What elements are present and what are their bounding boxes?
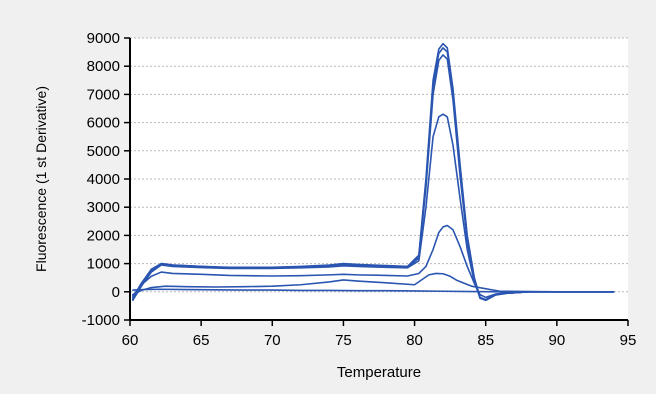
y-tick-label: 9000: [87, 30, 120, 47]
y-tick-label: 4000: [87, 171, 120, 188]
axis-layer: -1000 0 1000 2000 3000 4000 5000 6000 7000 8000 90…: [82, 30, 637, 349]
y-tick-label: 5000: [87, 143, 120, 160]
series-line: [132, 224, 615, 299]
y-tick-label: 0: [112, 284, 120, 301]
y-tick-label: 7000: [87, 86, 120, 103]
x-tick-label: 65: [193, 332, 210, 349]
x-tick-label: 60: [122, 332, 139, 349]
x-tick-label: 90: [549, 332, 566, 349]
y-tick-label: 2000: [87, 227, 120, 244]
x-tick-label: 85: [477, 332, 494, 349]
x-tick-label: 75: [335, 332, 352, 349]
y-tick-label: 6000: [87, 115, 120, 132]
y-tick-label: 3000: [87, 199, 120, 216]
series-line: [132, 288, 615, 293]
x-tick-label: 80: [406, 332, 423, 349]
series-layer: [132, 42, 615, 302]
series-line: [132, 272, 615, 296]
x-tick-label: 95: [620, 332, 637, 349]
grid-layer: [130, 37, 628, 293]
x-tick-label: 70: [264, 332, 281, 349]
x-axis-label: Temperature: [337, 364, 421, 381]
y-tick-label: 8000: [87, 58, 120, 75]
y-axis-label: Fluorescence (1 st Derivative): [33, 86, 49, 272]
y-tick-label: 1000: [87, 256, 120, 273]
y-tick-label: -1000: [82, 312, 120, 329]
